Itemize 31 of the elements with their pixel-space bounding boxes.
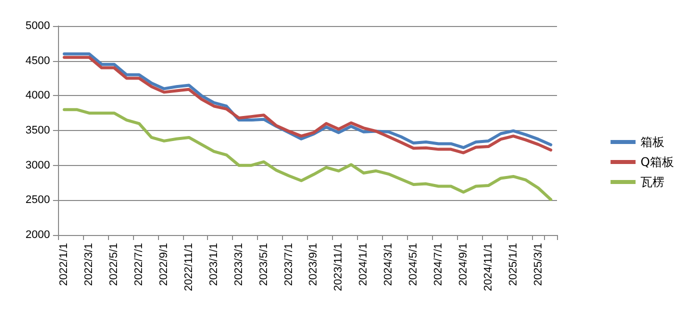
x-tick-label: 2023/11/1 (332, 243, 345, 292)
x-tick-label: 2024/3/1 (382, 243, 395, 286)
x-tick-label: 2022/5/1 (108, 243, 120, 286)
x-tick-label: 2023/5/1 (258, 243, 270, 286)
legend-label: Q箱板 (640, 155, 674, 169)
x-tick-label: 2025/3/1 (532, 243, 544, 286)
x-tick-label: 2023/1/1 (208, 243, 220, 286)
y-tick-label: 4500 (26, 54, 50, 67)
y-tick-label: 2000 (26, 229, 50, 241)
x-tick-label: 2024/1/1 (358, 243, 370, 286)
legend-label: 瓦楞 (640, 175, 665, 189)
y-tick-label: 5000 (26, 20, 50, 32)
x-tick-label: 2022/1/1 (58, 243, 70, 286)
x-tick-label: 2023/3/1 (232, 243, 245, 286)
y-tick-label: 2500 (26, 194, 50, 206)
x-tick-label: 2024/11/1 (482, 243, 494, 292)
x-tick-label: 2023/9/1 (308, 243, 320, 286)
y-tick-label: 3500 (26, 124, 50, 136)
x-tick-label: 2022/3/1 (83, 243, 96, 286)
x-tick-label: 2024/9/1 (457, 243, 470, 286)
x-tick-label: 2023/7/1 (282, 243, 295, 286)
y-tick-label: 3000 (26, 159, 50, 172)
x-tick-label: 2022/9/1 (158, 243, 170, 286)
x-tick-label: 2025/1/1 (507, 243, 520, 286)
x-tick-label: 2024/5/1 (408, 243, 420, 286)
x-tick-label: 2024/7/1 (432, 243, 444, 286)
y-tick-label: 4000 (26, 90, 50, 102)
x-tick-label: 2022/7/1 (133, 243, 146, 286)
line-series (62, 108, 552, 201)
x-tick-label: 2022/11/1 (182, 243, 195, 292)
legend-label: 箱板 (640, 135, 665, 149)
